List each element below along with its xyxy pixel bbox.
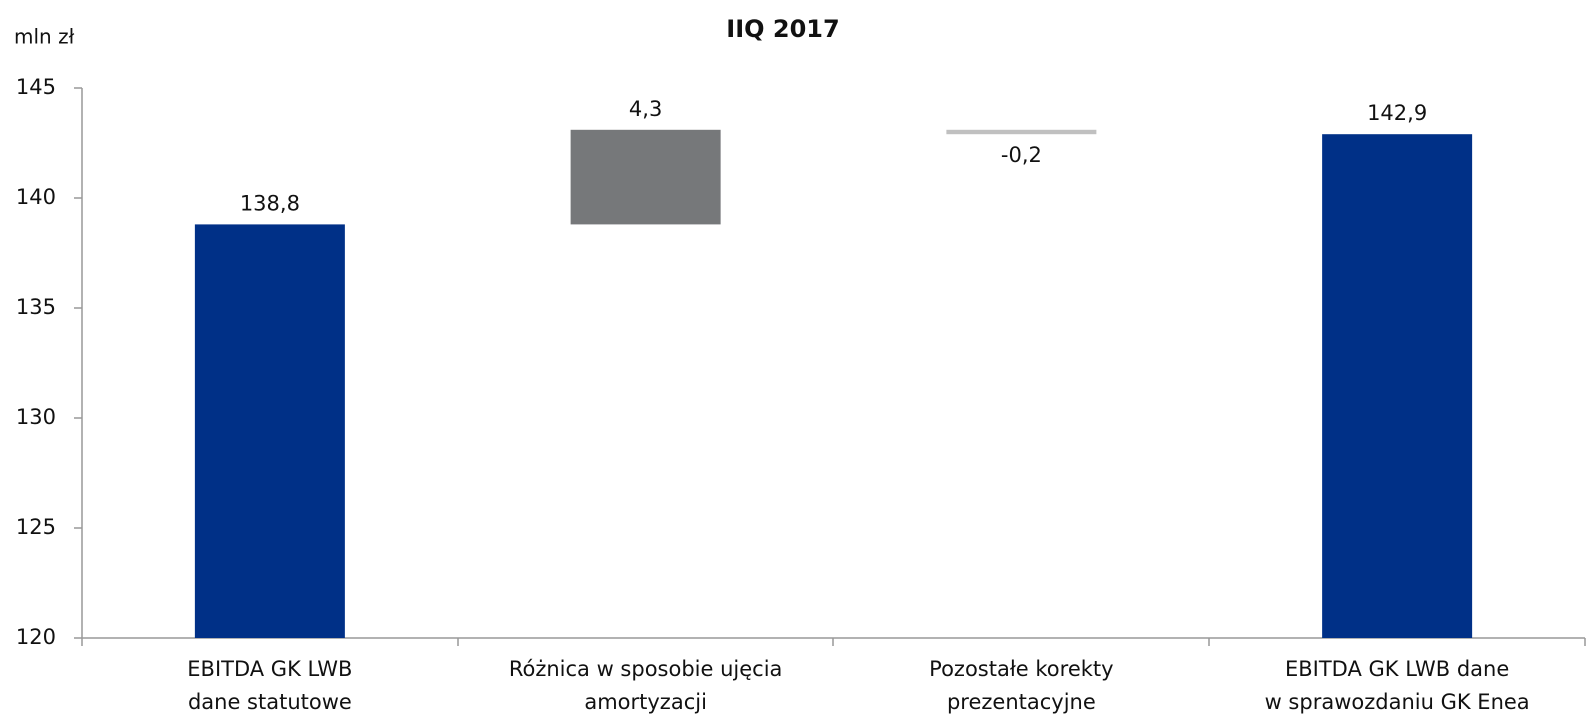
- value-label: 142,9: [1367, 101, 1427, 125]
- bar: [1322, 134, 1473, 638]
- x-tick-label: prezentacyjne: [947, 690, 1096, 714]
- y-tick-label: 135: [16, 295, 56, 319]
- x-tick-label: EBITDA GK LWB: [187, 657, 352, 681]
- x-tick-label: Pozostałe korekty: [929, 657, 1113, 681]
- y-tick-label: 125: [16, 515, 56, 539]
- y-tick-label: 145: [16, 75, 56, 99]
- value-label: 138,8: [240, 191, 300, 215]
- x-tick-label: w sprawozdaniu GK Enea: [1265, 690, 1530, 714]
- x-tick-label: amortyzacji: [584, 690, 707, 714]
- bar: [570, 129, 721, 225]
- bar: [946, 129, 1097, 135]
- y-axis-label: mln zł: [14, 25, 75, 49]
- bar: [194, 224, 345, 638]
- x-tick-label: dane statutowe: [188, 690, 352, 714]
- value-label: -0,2: [1001, 143, 1042, 167]
- chart-title: IIQ 2017: [726, 15, 839, 43]
- y-tick-label: 140: [16, 185, 56, 209]
- x-tick-label: EBITDA GK LWB dane: [1285, 657, 1509, 681]
- y-tick-label: 130: [16, 405, 56, 429]
- value-label: 4,3: [629, 97, 662, 121]
- x-tick-label: Różnica w sposobie ujęcia: [509, 657, 783, 681]
- y-tick-label: 120: [16, 625, 56, 649]
